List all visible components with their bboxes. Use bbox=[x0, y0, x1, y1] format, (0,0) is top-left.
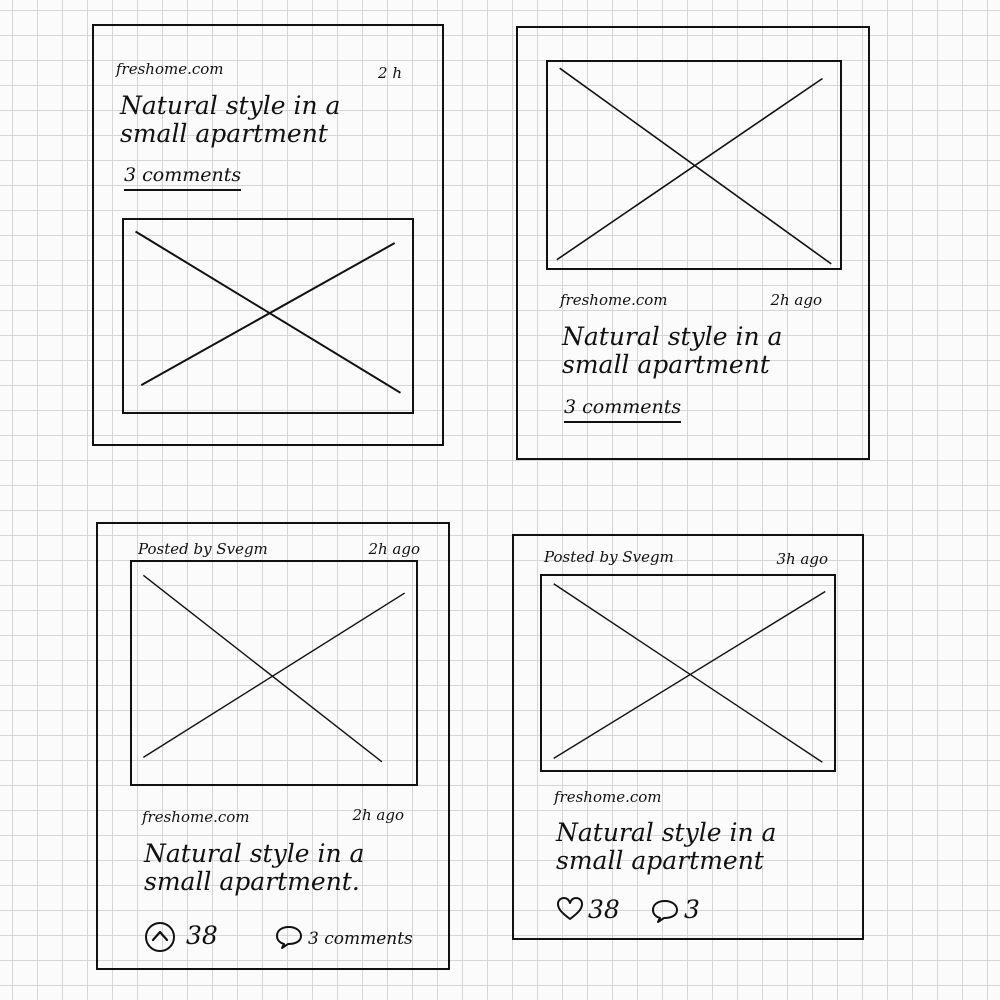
card-4-like-count: 38 bbox=[588, 895, 620, 924]
card-3-title-line2: small apartment. bbox=[144, 867, 360, 896]
card-3-source[interactable]: freshome.com bbox=[142, 808, 250, 826]
card-4-title[interactable]: Natural style in a small apartment bbox=[556, 819, 776, 875]
card-2-comments-link[interactable]: 3 comments bbox=[564, 396, 682, 423]
upvote-circle-icon[interactable] bbox=[144, 921, 176, 953]
card-1-source[interactable]: freshome.com bbox=[116, 60, 224, 78]
heart-icon[interactable] bbox=[556, 896, 584, 922]
card-2-title[interactable]: Natural style in a small apartment bbox=[562, 323, 782, 379]
placeholder-cross-icon bbox=[124, 220, 412, 412]
card-3-time-top: 2h ago bbox=[368, 540, 420, 558]
card-3-comments-link[interactable]: 3 comments bbox=[308, 929, 413, 949]
card-4-title-line1: Natural style in a bbox=[556, 818, 777, 847]
card-1-image-placeholder bbox=[122, 218, 414, 414]
card-3-upvote-count: 38 bbox=[186, 921, 218, 950]
card-4-comment-count[interactable]: 3 bbox=[684, 895, 700, 924]
card-3-image-placeholder bbox=[130, 560, 418, 786]
card-3[interactable]: Posted by Svegm 2h ago freshome.com 2h a… bbox=[96, 522, 450, 970]
card-2-image-placeholder bbox=[546, 60, 842, 270]
placeholder-cross-icon bbox=[132, 562, 416, 784]
card-3-title-line1: Natural style in a bbox=[144, 839, 365, 868]
card-1-title[interactable]: Natural style in a small apartment bbox=[120, 92, 340, 148]
placeholder-cross-icon bbox=[548, 62, 840, 268]
placeholder-cross-icon bbox=[542, 576, 834, 770]
card-2-time: 2h ago bbox=[770, 291, 822, 309]
card-4-source[interactable]: freshome.com bbox=[554, 788, 662, 806]
card-1-time: 2 h bbox=[378, 64, 402, 82]
card-1[interactable]: freshome.com 2 h Natural style in a smal… bbox=[92, 24, 444, 446]
comment-bubble-icon[interactable] bbox=[274, 924, 304, 950]
card-4-posted-by[interactable]: Posted by Svegm bbox=[544, 548, 674, 566]
card-3-time: 2h ago bbox=[352, 806, 404, 824]
card-4-time-top: 3h ago bbox=[776, 550, 828, 568]
comment-bubble-icon[interactable] bbox=[650, 898, 680, 924]
card-2[interactable]: freshome.com 2h ago Natural style in a s… bbox=[516, 26, 870, 460]
card-3-posted-by[interactable]: Posted by Svegm bbox=[138, 540, 268, 558]
card-1-title-line2: small apartment bbox=[120, 119, 328, 148]
card-1-title-line1: Natural style in a bbox=[120, 91, 341, 120]
card-1-comments-link[interactable]: 3 comments bbox=[124, 164, 242, 191]
card-4[interactable]: Posted by Svegm 3h ago freshome.com Natu… bbox=[512, 534, 864, 940]
card-2-title-line2: small apartment bbox=[562, 350, 770, 379]
card-2-source[interactable]: freshome.com bbox=[560, 291, 668, 309]
card-4-title-line2: small apartment bbox=[556, 846, 764, 875]
card-2-title-line1: Natural style in a bbox=[562, 322, 783, 351]
card-3-title[interactable]: Natural style in a small apartment. bbox=[144, 840, 364, 896]
card-4-image-placeholder bbox=[540, 574, 836, 772]
